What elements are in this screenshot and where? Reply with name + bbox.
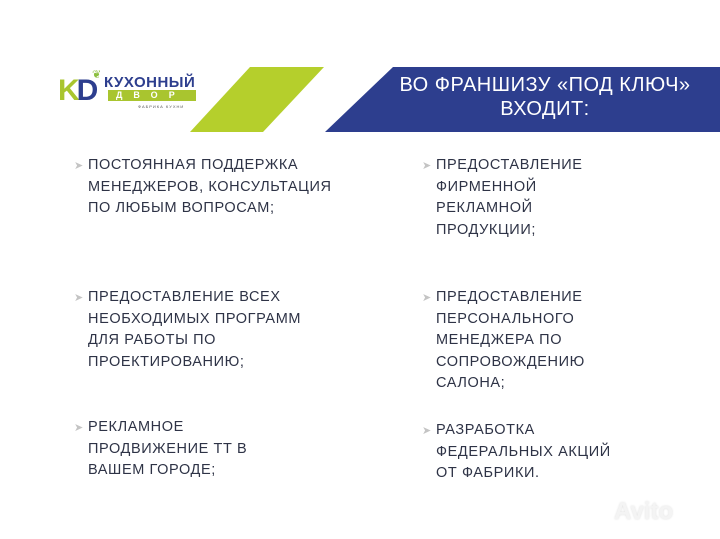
logo-tagline: ФАБРИКА КУХНИ xyxy=(138,104,185,109)
bullet-arrow-icon: ➤ xyxy=(74,422,84,434)
list-item: ПРЕДОСТАВЛЕНИЕ ВСЕХ НЕОБХОДИМЫХ ПРОГРАММ… xyxy=(88,289,302,370)
blue-banner xyxy=(325,67,720,132)
list-item: ПРЕДОСТАВЛЕНИЕ ФИРМЕННОЙ РЕКЛАМНОЙ ПРОДУ… xyxy=(436,157,583,238)
list-item: РЕКЛАМНОЕ ПРОДВИЖЕНИЕ ТТ В ВАШЕМ ГОРОДЕ; xyxy=(88,419,248,478)
list-item: ПРЕДОСТАВЛЕНИЕ ПЕРСОНАЛЬНОГО МЕНЕДЖЕРА П… xyxy=(436,289,585,391)
bullet-arrow-icon: ➤ xyxy=(74,160,84,172)
bullet-arrow-icon: ➤ xyxy=(422,425,432,437)
list-item: ПОСТОЯННАЯ ПОДДЕРЖКА МЕНЕДЖЕРОВ, КОНСУЛЬ… xyxy=(88,157,332,216)
bullet-arrow-icon: ➤ xyxy=(422,160,432,172)
leaf-icon: ❦ xyxy=(92,69,102,81)
bullet-arrow-icon: ➤ xyxy=(422,292,432,304)
list-item: РАЗРАБОТКА ФЕДЕРАЛЬНЫХ АКЦИЙ ОТ ФАБРИКИ. xyxy=(436,422,611,481)
logo-mark: KD xyxy=(58,74,98,107)
green-parallelogram xyxy=(190,67,324,132)
banner-title: ВО ФРАНШИЗУ «ПОД КЛЮЧ» ВХОДИТ: xyxy=(399,74,691,120)
logo-subname: ДВОР xyxy=(108,90,196,101)
logo-name: КУХОННЫЙ xyxy=(104,74,196,91)
avito-watermark: Avito xyxy=(614,498,674,525)
bullet-arrow-icon: ➤ xyxy=(74,292,84,304)
